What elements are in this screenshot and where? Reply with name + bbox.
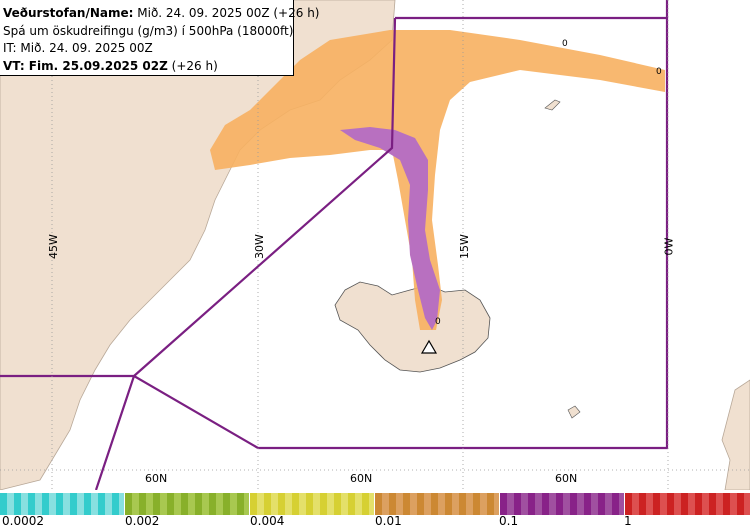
legend-swatch-orange — [375, 493, 499, 515]
legend-tick: 0.0002 — [2, 514, 44, 528]
legend-swatch-red — [625, 493, 750, 515]
concentration-legend: 0.0002 0.002 0.004 0.01 0.1 1 — [0, 490, 750, 532]
legend-tick: 1 — [624, 514, 632, 528]
name-label: Veðurstofan/Name: — [3, 6, 134, 20]
forecast-description: Spá um öskudreifingu (g/m3) í 500hPa (18… — [3, 23, 294, 38]
legend-swatch-cyan — [0, 493, 124, 515]
ash-dispersion-map — [0, 0, 750, 490]
lon-label-45w: 45W — [46, 234, 60, 259]
contour-marker: 0 — [656, 67, 662, 77]
ash-plume-orange — [210, 30, 665, 330]
legend-swatch-green — [125, 493, 249, 515]
legend-tick: 0.01 — [375, 514, 402, 528]
legend-tick: 0.004 — [250, 514, 285, 528]
lon-label-30w: 30W — [252, 234, 266, 259]
advisory-boundary — [0, 16, 669, 490]
legend-tick: 0.1 — [499, 514, 519, 528]
eastern-landmass — [721, 379, 750, 490]
grid-lines — [0, 0, 750, 490]
iceland-landmass — [334, 281, 491, 373]
contour-marker: 0 — [435, 317, 441, 327]
ash-plume-purple — [340, 127, 440, 330]
lat-label-east: 60N — [555, 472, 578, 485]
info-panel: Veðurstofan/Name: Mið. 24. 09. 2025 00Z … — [0, 0, 320, 76]
lon-label-0w: 0W — [662, 237, 676, 256]
lon-label-15w: 15W — [457, 234, 471, 259]
name-value: Mið. 24. 09. 2025 00Z (+26 h) — [137, 6, 320, 20]
contour-marker: 0 — [562, 39, 568, 49]
legend-swatch-purple — [500, 493, 624, 515]
volcano-marker-icon — [420, 339, 438, 354]
legend-tick: 0.002 — [125, 514, 160, 528]
valid-time-offset: (+26 h) — [171, 58, 218, 73]
jan-mayen — [544, 99, 561, 111]
faroe-islands — [567, 405, 581, 419]
valid-time-label: VT: Fim. 25.09.2025 02Z — [3, 58, 168, 73]
lat-label-west: 60N — [145, 472, 168, 485]
initial-time: IT: Mið. 24. 09. 2025 00Z — [3, 41, 153, 55]
lat-label-center: 60N — [350, 472, 373, 485]
legend-swatch-yellow — [250, 493, 374, 515]
